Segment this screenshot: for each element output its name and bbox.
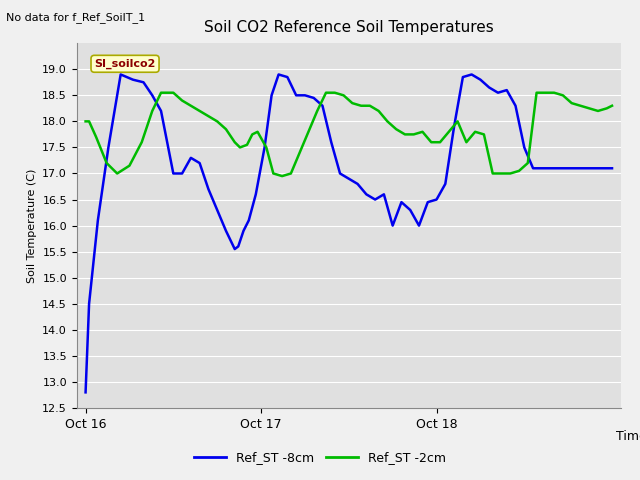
- Y-axis label: Soil Temperature (C): Soil Temperature (C): [27, 168, 36, 283]
- Text: SI_soilco2: SI_soilco2: [94, 59, 156, 69]
- Legend: Ref_ST -8cm, Ref_ST -2cm: Ref_ST -8cm, Ref_ST -2cm: [189, 446, 451, 469]
- X-axis label: Time: Time: [616, 430, 640, 443]
- Title: Soil CO2 Reference Soil Temperatures: Soil CO2 Reference Soil Temperatures: [204, 20, 493, 35]
- Text: No data for f_Ref_SoilT_1: No data for f_Ref_SoilT_1: [6, 12, 145, 23]
